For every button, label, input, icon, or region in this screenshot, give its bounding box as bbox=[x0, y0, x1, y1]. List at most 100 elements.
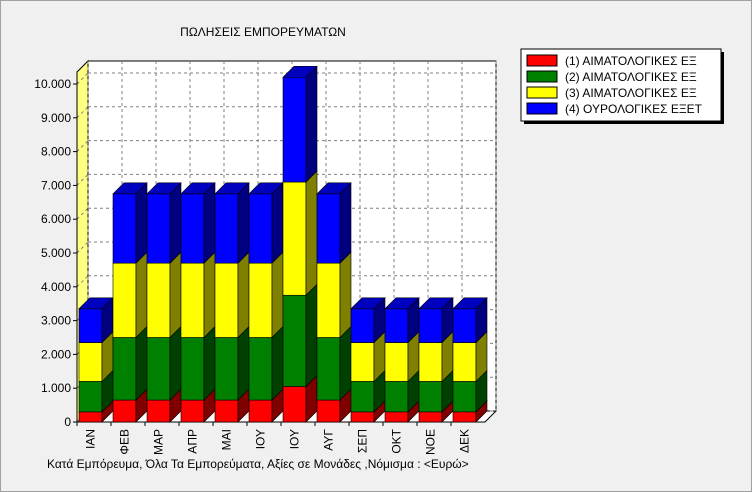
bar-front bbox=[112, 262, 137, 338]
bar-4-series-2 bbox=[214, 325, 250, 401]
bar-side bbox=[169, 251, 182, 339]
grid-line-side bbox=[76, 241, 89, 254]
bar-10-series-4 bbox=[418, 297, 454, 344]
bar-top bbox=[180, 182, 216, 195]
bar-front bbox=[316, 337, 341, 401]
y-tick-label: 2.000 bbox=[41, 347, 71, 361]
y-tick-label: 6.000 bbox=[41, 212, 71, 226]
bar-front bbox=[350, 411, 375, 423]
y-tick-label: 4.000 bbox=[41, 280, 71, 294]
bar-7-series-4 bbox=[316, 182, 352, 264]
bar-front bbox=[146, 337, 171, 401]
bar-front bbox=[282, 386, 307, 423]
y-tick-label: 10.000 bbox=[34, 77, 71, 91]
legend-swatch-1 bbox=[526, 54, 558, 67]
bar-front bbox=[418, 308, 443, 343]
chart-title: ΠΩΛΗΣΕΙΣ ΕΜΠΟΡΕΥΜΑΤΩΝ bbox=[180, 25, 346, 39]
legend-swatch-4 bbox=[526, 102, 558, 115]
bar-4-series-4 bbox=[214, 182, 250, 264]
bar-top bbox=[112, 182, 148, 195]
y-tick-label: 5.000 bbox=[41, 246, 71, 260]
bar-1-series-1 bbox=[112, 388, 148, 423]
y-tick-label: 3.000 bbox=[41, 314, 71, 328]
legend-swatch-2 bbox=[526, 70, 558, 83]
bar-5-series-3 bbox=[248, 251, 284, 339]
bar-top bbox=[384, 297, 420, 310]
bar-8-series-4 bbox=[350, 297, 386, 344]
legend-entry-4: (4) ΟΥΡΟΛΟΓΙΚΕΣ ΕΞΕΤ bbox=[565, 102, 703, 116]
bar-side bbox=[271, 325, 284, 401]
bar-4-series-1 bbox=[214, 388, 250, 423]
bar-top bbox=[452, 297, 488, 310]
bar-front bbox=[146, 399, 171, 423]
legend-swatch-3 bbox=[526, 86, 558, 99]
bar-front bbox=[214, 399, 239, 423]
bar-8-series-2 bbox=[350, 369, 386, 413]
bar-front bbox=[112, 193, 137, 264]
x-tick-label: ΔΕΚ bbox=[458, 429, 472, 453]
x-tick-label: ΟΚΤ bbox=[390, 428, 404, 453]
bar-side bbox=[169, 325, 182, 401]
bar-top bbox=[282, 65, 318, 78]
bar-front bbox=[452, 411, 477, 423]
bar-front bbox=[350, 342, 375, 382]
bar-front bbox=[282, 76, 307, 183]
bar-top bbox=[214, 182, 250, 195]
x-tick-label: ΜΑΡ bbox=[152, 429, 166, 455]
bar-5-series-4 bbox=[248, 182, 284, 264]
grid-line-side bbox=[76, 140, 89, 152]
bar-side bbox=[305, 65, 318, 183]
bar-side bbox=[203, 182, 216, 264]
bar-side bbox=[305, 283, 318, 388]
bar-2-series-4 bbox=[146, 182, 182, 264]
bar-front bbox=[282, 181, 307, 296]
bar-side bbox=[135, 325, 148, 401]
y-tick-label: 0 bbox=[64, 415, 71, 429]
bar-5-series-2 bbox=[248, 325, 284, 401]
bar-front bbox=[452, 308, 477, 343]
bar-top bbox=[316, 182, 352, 195]
bar-1-series-4 bbox=[112, 182, 148, 264]
bars-layer bbox=[78, 65, 488, 423]
bar-2-series-3 bbox=[146, 251, 182, 339]
bar-11-series-3 bbox=[452, 330, 488, 383]
bar-front bbox=[214, 337, 239, 401]
bar-side bbox=[203, 325, 216, 401]
bar-front bbox=[418, 411, 443, 423]
bar-9-series-2 bbox=[384, 369, 420, 413]
bar-front bbox=[452, 342, 477, 382]
bar-front bbox=[316, 193, 341, 264]
bar-1-series-3 bbox=[112, 251, 148, 339]
bar-front bbox=[214, 193, 239, 264]
bar-6-series-2 bbox=[282, 283, 318, 388]
bar-front bbox=[180, 337, 205, 401]
bar-front bbox=[350, 381, 375, 413]
bar-side bbox=[169, 182, 182, 264]
y-tick-label: 8.000 bbox=[41, 145, 71, 159]
bar-top bbox=[146, 182, 182, 195]
bar-front bbox=[316, 262, 341, 338]
bar-front bbox=[248, 399, 273, 423]
x-tick-label: ΙΟΥ bbox=[288, 429, 302, 449]
bar-7-series-2 bbox=[316, 325, 352, 401]
bar-front bbox=[248, 262, 273, 338]
bar-front bbox=[146, 262, 171, 338]
bar-7-series-1 bbox=[316, 388, 352, 423]
bar-6-series-3 bbox=[282, 170, 318, 296]
bar-0-series-2 bbox=[78, 369, 114, 413]
y-tick-label: 9.000 bbox=[41, 111, 71, 125]
grid-line-side bbox=[76, 174, 89, 186]
grid-line-side bbox=[76, 106, 89, 119]
bar-side bbox=[271, 251, 284, 339]
bar-front bbox=[112, 337, 137, 401]
bar-front bbox=[316, 399, 341, 423]
x-tick-label: ΙΑΝ bbox=[84, 429, 98, 449]
bar-9-series-3 bbox=[384, 330, 420, 383]
x-tick-label: ΑΠΡ bbox=[186, 429, 200, 454]
bar-side bbox=[339, 182, 352, 264]
bar-5-series-1 bbox=[248, 388, 284, 423]
bar-front bbox=[384, 342, 409, 382]
bar-10-series-2 bbox=[418, 369, 454, 413]
x-tick-label: ΣΕΠ bbox=[356, 429, 370, 453]
